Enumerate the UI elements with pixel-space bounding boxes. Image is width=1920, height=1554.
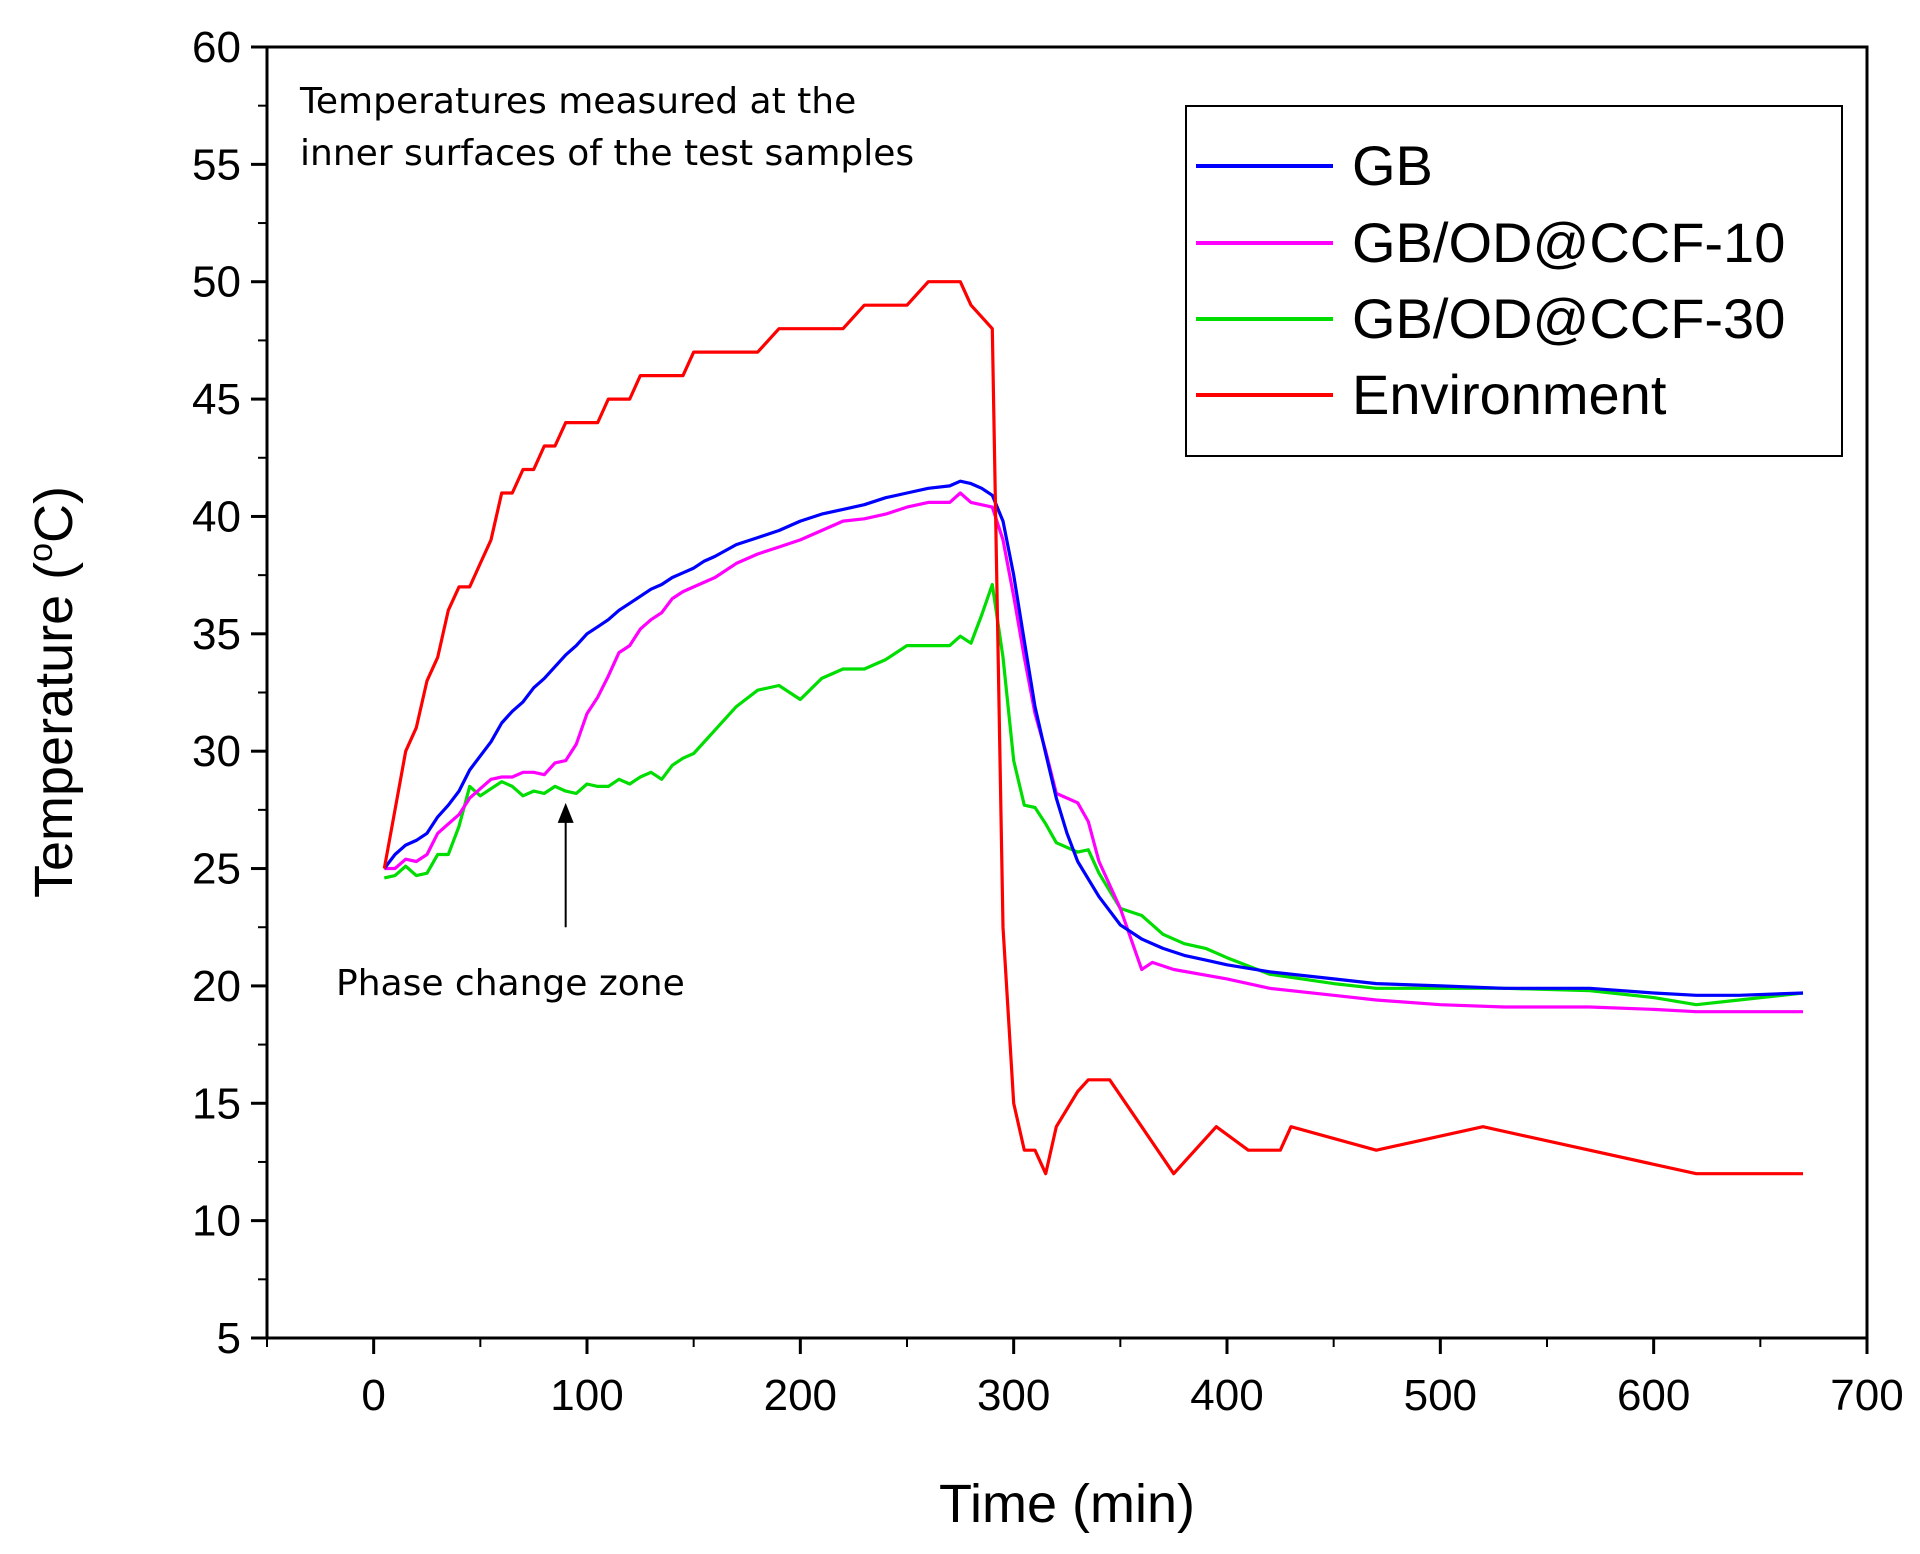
legend-label-gb: GB [1352,134,1433,197]
phase-change-annotation: Phase change zone [336,802,685,1004]
legend-label-environment: Environment [1352,363,1667,426]
x-tick-label: 300 [977,1371,1050,1420]
legend-label-gb-od-ccf-10: GB/OD@CCF-10 [1352,211,1785,274]
x-axis-title: Time (min) [939,1474,1195,1534]
legend-label-gb-od-ccf-30: GB/OD@CCF-30 [1352,287,1785,350]
y-tick-label: 20 [192,962,241,1011]
y-tick-label: 30 [192,727,241,776]
arrow-up-icon [557,802,574,823]
x-tick-label: 100 [550,1371,623,1420]
y-tick-label: 5 [217,1314,241,1363]
series-line-gb-od-ccf-30 [383,582,1804,1007]
y-axis-title-main: Temperature ( [24,562,84,898]
y-axis-title: Temperature (oC) [22,486,84,898]
x-tick-label: 400 [1190,1371,1263,1420]
x-tick-label: 200 [764,1371,837,1420]
x-tick-label: 0 [361,1371,385,1420]
x-tick-label: 500 [1404,1371,1477,1420]
y-axis: 5 10 15 20 25 30 35 40 45 50 55 60 [192,23,267,1363]
x-tick-label: 700 [1830,1371,1903,1420]
y-tick-label: 55 [192,140,241,189]
phase-change-label: Phase change zone [336,963,685,1004]
x-tick-label: 600 [1617,1371,1690,1420]
y-tick-label: 25 [192,845,241,894]
series-line-environment [382,280,1803,1176]
y-tick-label: 15 [192,1079,241,1128]
y-tick-label: 45 [192,375,241,424]
y-tick-label: 50 [192,258,241,307]
x-axis: 0 100 200 300 400 500 600 700 [266,1338,1904,1420]
series-line-gb [383,479,1804,997]
y-tick-label: 40 [192,492,241,541]
series-line-gb-od-ccf-10 [384,491,1803,1014]
series-layer [382,280,1804,1176]
note-line-1: Temperatures measured at the [299,81,856,122]
note-line-2: inner surfaces of the test samples [300,133,914,174]
y-axis-title-unit: C) [24,486,84,543]
y-tick-label: 35 [192,610,241,659]
y-tick-label: 60 [192,23,241,72]
legend: GB GB/OD@CCF-10 GB/OD@CCF-30 Environment [1185,105,1843,457]
y-tick-label: 10 [192,1197,241,1246]
y-axis-title-degree: o [22,543,60,562]
